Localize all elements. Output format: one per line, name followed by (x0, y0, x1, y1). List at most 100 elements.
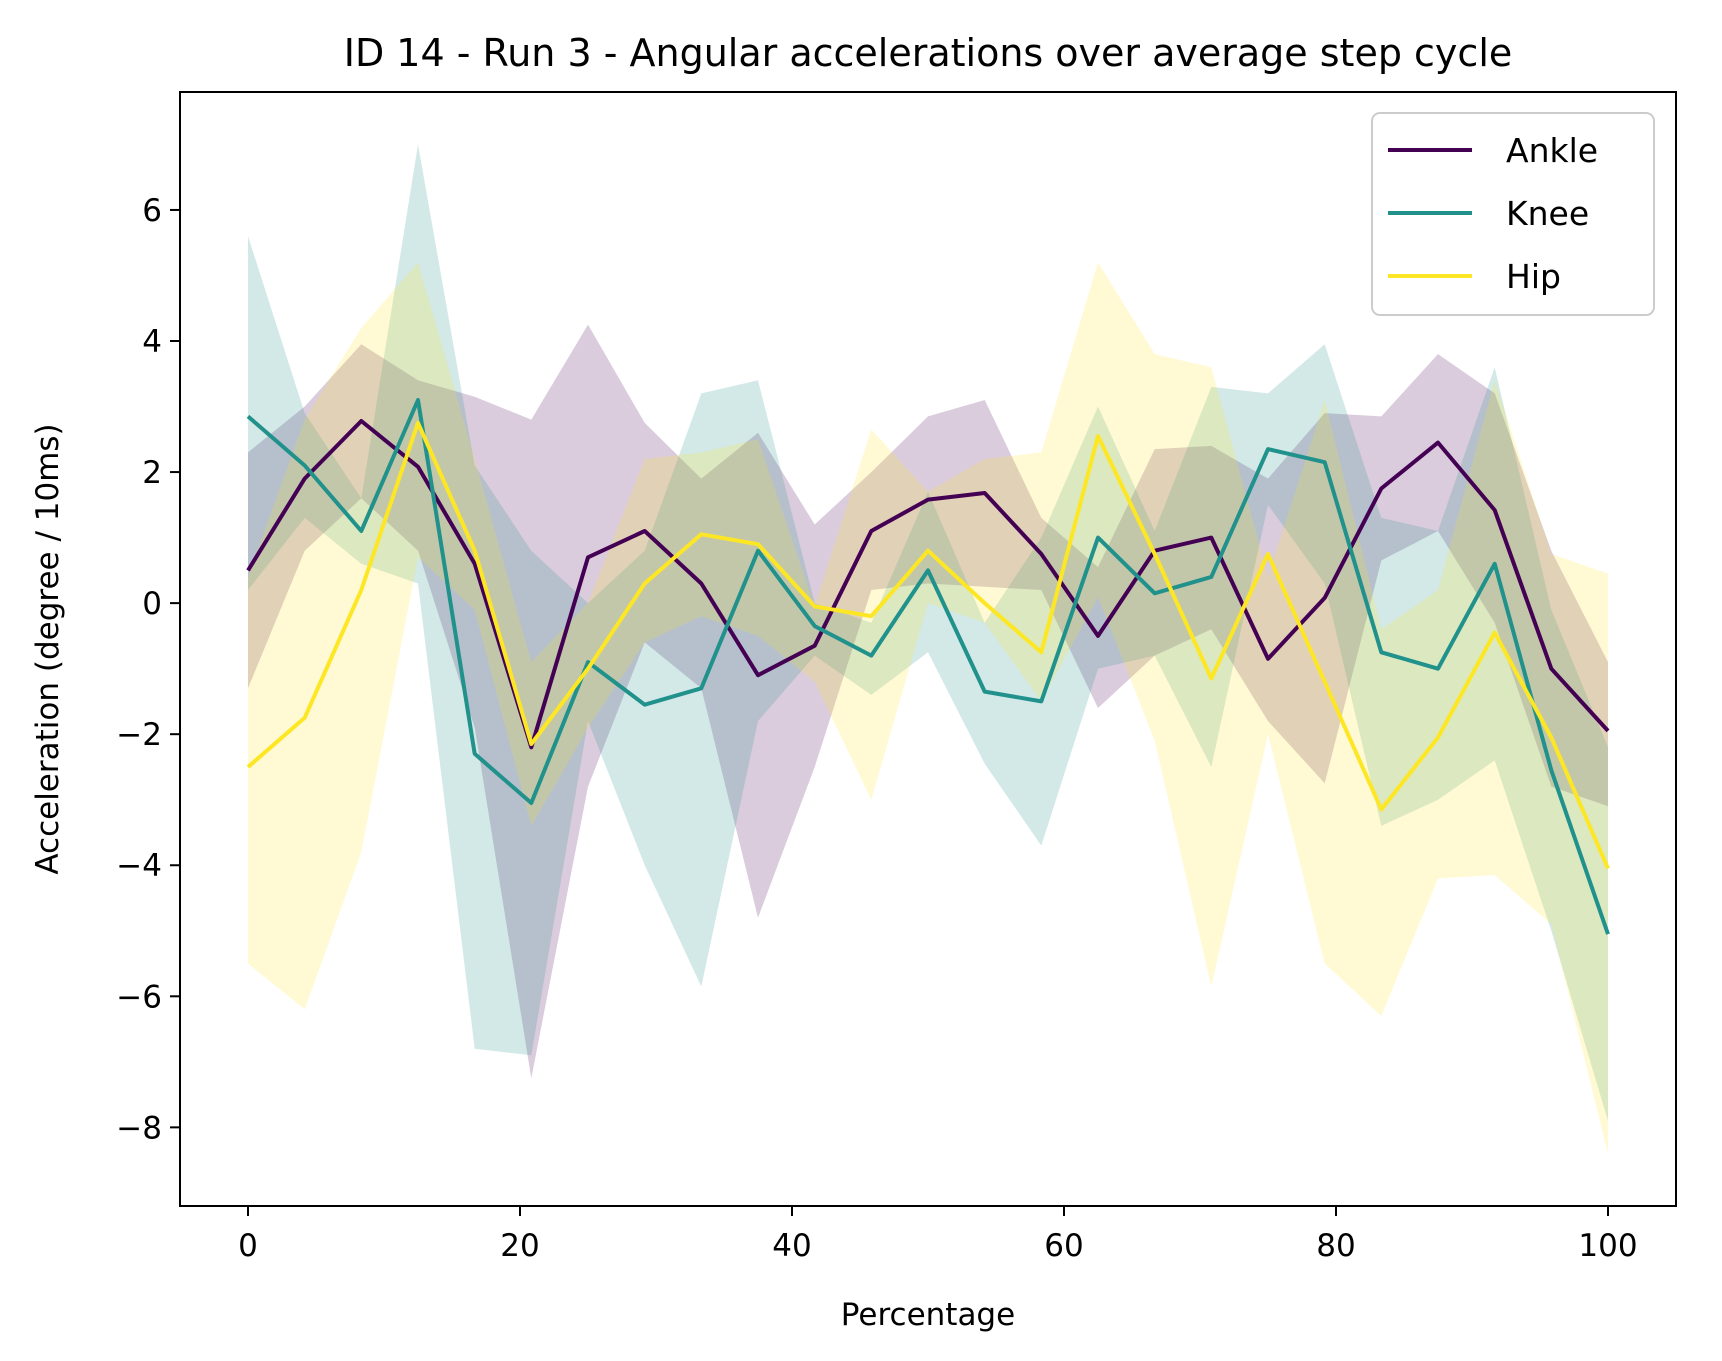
legend-label-ankle: Ankle (1506, 131, 1598, 170)
point-hip (246, 765, 250, 769)
x-tick-label: 20 (500, 1228, 539, 1264)
point-hip (416, 421, 420, 425)
point-hip (303, 716, 307, 720)
point-hip (1379, 808, 1383, 812)
point-ankle (246, 568, 250, 572)
point-ankle (1549, 667, 1553, 671)
point-hip (1493, 631, 1497, 635)
point-hip (359, 588, 363, 592)
point-ankle (359, 419, 363, 423)
point-knee (1096, 536, 1100, 540)
point-hip (869, 614, 873, 618)
point-ankle (983, 491, 987, 495)
band-ankle (248, 324, 1608, 1079)
point-hip (1323, 680, 1327, 684)
point-knee (416, 398, 420, 402)
point-knee (303, 464, 307, 468)
point-knee (529, 801, 533, 805)
point-hip (1266, 552, 1270, 556)
band-knee (248, 144, 1608, 1121)
point-ankle (1096, 634, 1100, 638)
x-tick-label: 100 (1578, 1228, 1637, 1264)
point-hip (529, 742, 533, 746)
x-tick-label: 40 (772, 1228, 811, 1264)
point-ankle (926, 498, 930, 502)
point-hip (699, 532, 703, 536)
x-tick-label: 80 (1316, 1228, 1355, 1264)
point-ankle (699, 582, 703, 586)
legend: Ankle Knee Hip (1371, 112, 1655, 316)
point-ankle (1039, 552, 1043, 556)
point-knee (1493, 562, 1497, 566)
point-knee (246, 414, 250, 418)
point-knee (1323, 460, 1327, 464)
point-knee (643, 703, 647, 707)
point-ankle (1493, 508, 1497, 512)
point-knee (473, 752, 477, 756)
point-knee (1379, 650, 1383, 654)
x-tick-label: 0 (238, 1228, 258, 1264)
line-hip (246, 420, 1610, 870)
y-tick-label: −2 (116, 717, 162, 753)
point-knee (926, 568, 930, 572)
point-ankle (1379, 487, 1383, 491)
point-ankle (1606, 729, 1610, 733)
point-knee (1549, 768, 1553, 772)
point-knee (756, 549, 760, 553)
x-axis-ticks: 0 20 40 60 80 100 (238, 1206, 1638, 1264)
point-knee (869, 654, 873, 658)
point-hip (1039, 650, 1043, 654)
point-hip (1209, 677, 1213, 681)
y-tick-label: 2 (142, 455, 162, 491)
point-hip (643, 582, 647, 586)
point-hip (473, 549, 477, 553)
point-knee (1039, 699, 1043, 703)
point-hip (756, 542, 760, 546)
point-knee (983, 690, 987, 694)
x-tick-label: 60 (1044, 1228, 1083, 1264)
y-axis-ticks: −8 −6 −4 −2 0 2 4 6 (116, 193, 180, 1146)
point-ankle (813, 644, 817, 648)
plot-area-frame (179, 91, 1677, 1207)
line-ankle (246, 419, 1610, 750)
point-ankle (1436, 441, 1440, 445)
point-hip (1606, 867, 1610, 871)
point-ankle (1209, 536, 1213, 540)
point-hip (1096, 434, 1100, 438)
point-knee (1209, 575, 1213, 579)
point-hip (926, 549, 930, 553)
y-tick-label: 6 (142, 193, 162, 229)
legend-label-hip: Hip (1506, 257, 1561, 296)
point-ankle (643, 529, 647, 533)
point-hip (1153, 552, 1157, 556)
point-ankle (586, 555, 590, 559)
point-hip (983, 601, 987, 605)
legend-box (1371, 112, 1655, 316)
y-tick-label: −6 (116, 979, 162, 1015)
point-hip (586, 667, 590, 671)
y-tick-label: −8 (116, 1110, 162, 1146)
point-ankle (303, 477, 307, 481)
point-hip (1436, 736, 1440, 740)
point-ankle (1266, 657, 1270, 661)
point-ankle (869, 529, 873, 533)
point-knee (699, 686, 703, 690)
point-ankle (1323, 596, 1327, 600)
point-hip (813, 604, 817, 608)
point-knee (1266, 447, 1270, 451)
legend-label-knee: Knee (1506, 194, 1589, 233)
point-ankle (416, 465, 420, 469)
point-knee (359, 529, 363, 533)
line-knee (246, 398, 1610, 935)
y-axis-label: Acceleration (degree / 10ms) (30, 423, 66, 874)
point-hip (1549, 736, 1553, 740)
x-axis-label: Percentage (841, 1297, 1015, 1333)
point-knee (813, 624, 817, 628)
point-ankle (756, 673, 760, 677)
y-tick-label: −4 (116, 848, 162, 884)
y-tick-label: 0 (142, 586, 162, 622)
point-knee (1606, 932, 1610, 936)
y-tick-label: 4 (142, 324, 162, 360)
series-lines (246, 398, 1610, 936)
